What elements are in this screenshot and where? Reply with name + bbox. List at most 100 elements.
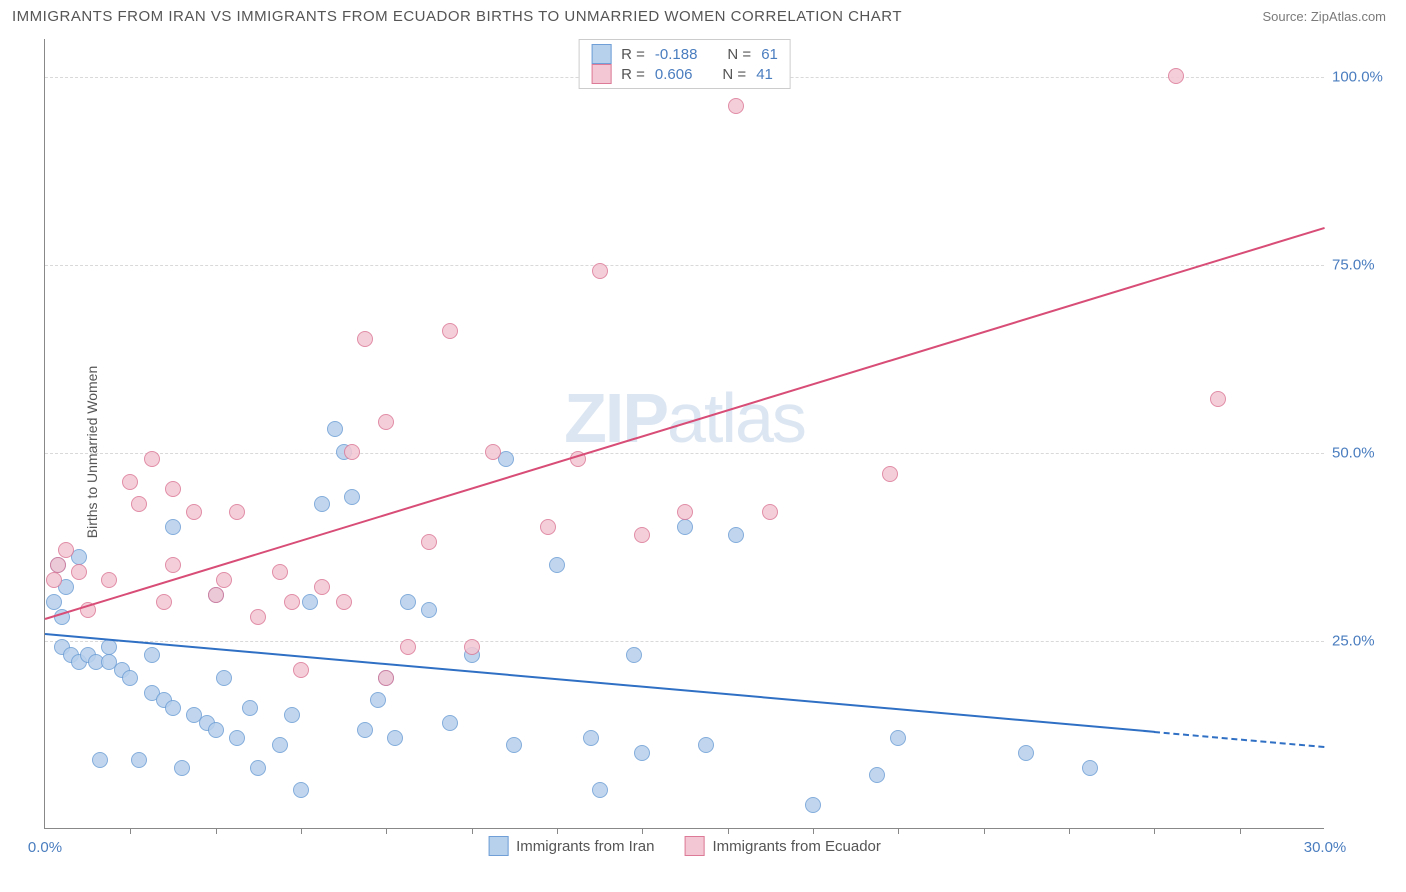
data-point	[1168, 68, 1184, 84]
correlation-legend: R =-0.188N =61R =0.606N =41	[578, 39, 791, 89]
data-point	[302, 594, 318, 610]
data-point	[357, 331, 373, 347]
data-point	[400, 639, 416, 655]
data-point	[327, 421, 343, 437]
x-tick-mark	[1240, 828, 1241, 834]
data-point	[208, 587, 224, 603]
plot-area: ZIPatlas 25.0%50.0%75.0%100.0%0.0%30.0%R…	[44, 39, 1324, 829]
data-point	[46, 594, 62, 610]
data-point	[592, 782, 608, 798]
data-point	[101, 639, 117, 655]
data-point	[131, 752, 147, 768]
trend-line	[1154, 731, 1325, 748]
data-point	[728, 527, 744, 543]
r-label: R =	[621, 66, 645, 83]
data-point	[314, 496, 330, 512]
legend-item: Immigrants from Iran	[488, 836, 654, 856]
data-point	[216, 572, 232, 588]
data-point	[186, 504, 202, 520]
data-point	[229, 730, 245, 746]
r-label: R =	[621, 46, 645, 63]
gridline	[45, 453, 1324, 454]
gridline	[45, 265, 1324, 266]
data-point	[229, 504, 245, 520]
x-tick-label: 30.0%	[1304, 839, 1347, 856]
data-point	[250, 760, 266, 776]
data-point	[549, 557, 565, 573]
y-tick-label: 100.0%	[1332, 68, 1402, 85]
data-point	[144, 451, 160, 467]
data-point	[1018, 745, 1034, 761]
data-point	[272, 564, 288, 580]
data-point	[882, 466, 898, 482]
data-point	[46, 572, 62, 588]
data-point	[293, 662, 309, 678]
data-point	[762, 504, 778, 520]
y-tick-label: 25.0%	[1332, 632, 1402, 649]
data-point	[144, 647, 160, 663]
y-tick-label: 50.0%	[1332, 444, 1402, 461]
legend-row: R =-0.188N =61	[591, 44, 778, 64]
data-point	[58, 542, 74, 558]
data-point	[698, 737, 714, 753]
data-point	[421, 534, 437, 550]
x-tick-mark	[642, 828, 643, 834]
data-point	[242, 700, 258, 716]
legend-swatch	[591, 44, 611, 64]
data-point	[387, 730, 403, 746]
data-point	[336, 594, 352, 610]
data-point	[216, 670, 232, 686]
data-point	[378, 414, 394, 430]
series-legend: Immigrants from IranImmigrants from Ecua…	[488, 836, 881, 856]
x-tick-mark	[813, 828, 814, 834]
data-point	[250, 609, 266, 625]
x-tick-mark	[898, 828, 899, 834]
data-point	[357, 722, 373, 738]
data-point	[400, 594, 416, 610]
data-point	[421, 602, 437, 618]
legend-swatch	[591, 64, 611, 84]
data-point	[1210, 391, 1226, 407]
data-point	[378, 670, 394, 686]
data-point	[442, 323, 458, 339]
watermark: ZIPatlas	[564, 378, 805, 458]
data-point	[284, 594, 300, 610]
data-point	[122, 474, 138, 490]
data-point	[464, 639, 480, 655]
data-point	[634, 745, 650, 761]
data-point	[92, 752, 108, 768]
data-point	[728, 98, 744, 114]
data-point	[165, 700, 181, 716]
r-value: -0.188	[655, 46, 698, 63]
x-tick-mark	[1069, 828, 1070, 834]
x-tick-mark	[130, 828, 131, 834]
data-point	[626, 647, 642, 663]
data-point	[506, 737, 522, 753]
data-point	[208, 722, 224, 738]
data-point	[284, 707, 300, 723]
data-point	[540, 519, 556, 535]
data-point	[165, 519, 181, 535]
data-point	[50, 557, 66, 573]
data-point	[344, 444, 360, 460]
source-label: Source: ZipAtlas.com	[1262, 9, 1386, 24]
data-point	[805, 797, 821, 813]
data-point	[122, 670, 138, 686]
x-tick-mark	[728, 828, 729, 834]
x-tick-mark	[386, 828, 387, 834]
x-tick-mark	[1154, 828, 1155, 834]
data-point	[592, 263, 608, 279]
x-tick-label: 0.0%	[28, 839, 62, 856]
x-tick-mark	[301, 828, 302, 834]
data-point	[165, 557, 181, 573]
data-point	[583, 730, 599, 746]
x-tick-mark	[557, 828, 558, 834]
n-label: N =	[727, 46, 751, 63]
data-point	[165, 481, 181, 497]
data-point	[344, 489, 360, 505]
x-tick-mark	[216, 828, 217, 834]
data-point	[156, 594, 172, 610]
data-point	[71, 564, 87, 580]
x-tick-mark	[472, 828, 473, 834]
data-point	[677, 519, 693, 535]
